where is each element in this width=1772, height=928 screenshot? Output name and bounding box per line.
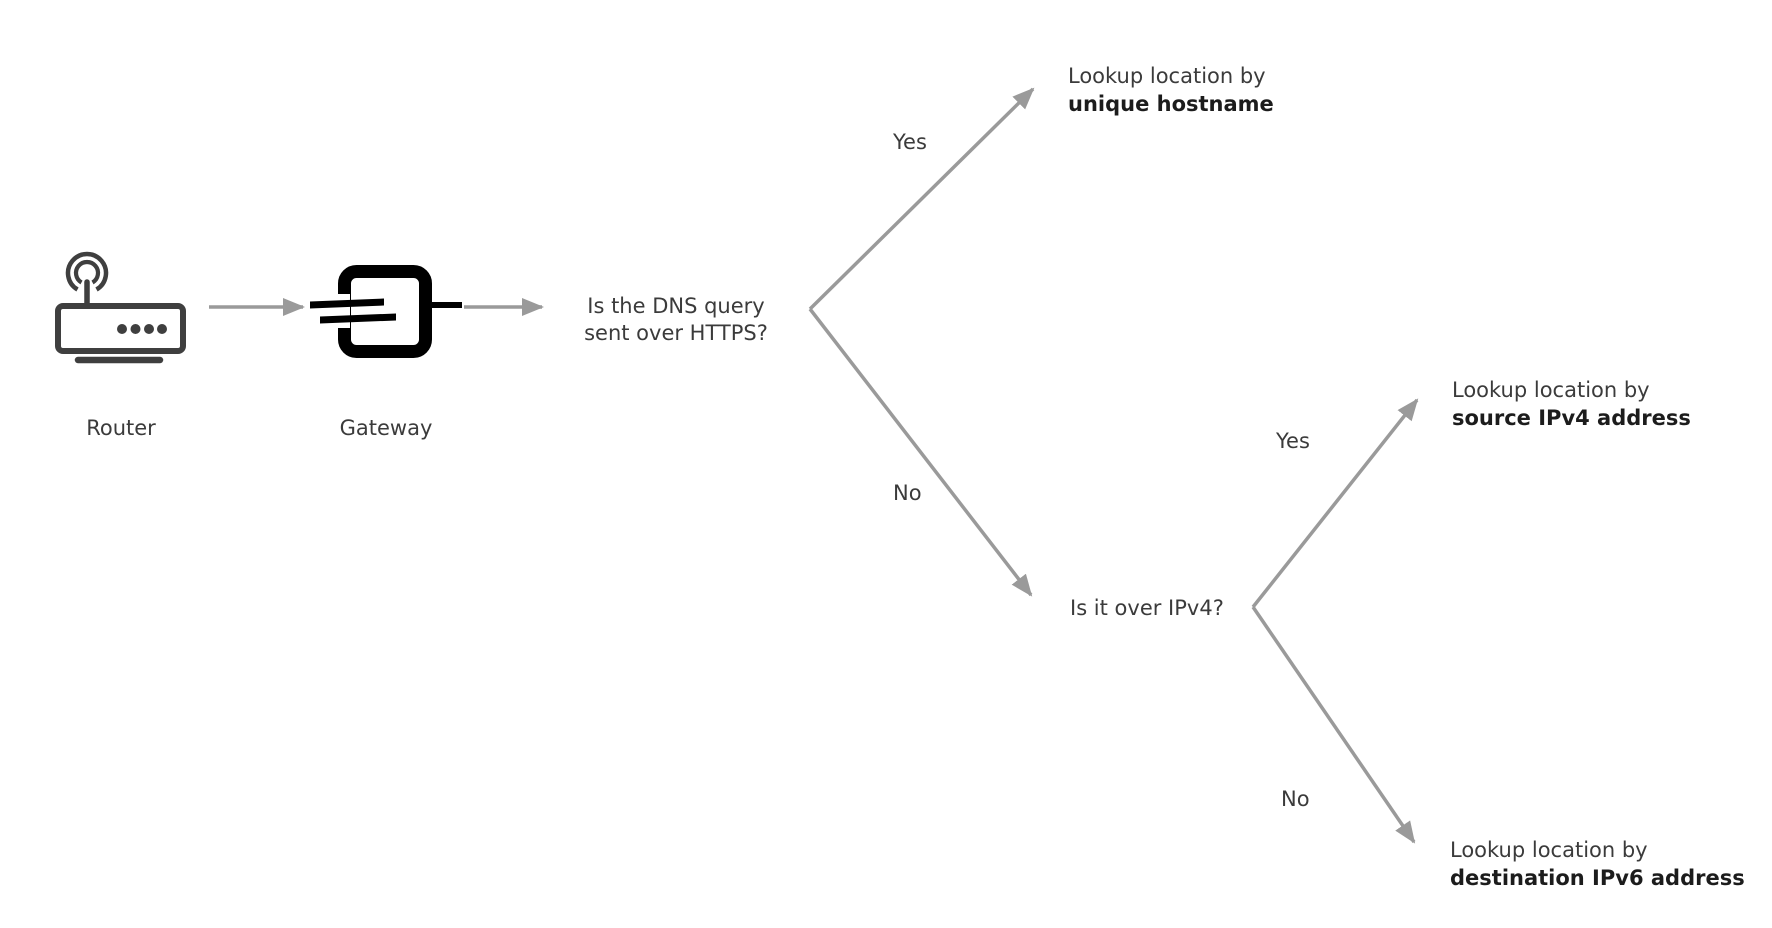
arrow-yes-to-source-ipv4 [1251,398,1419,609]
edge-label-yes-https: Yes [893,130,927,154]
outcome-unique-hostname-line1: Lookup location by [1068,64,1266,88]
outcome-source-ipv4: Lookup location by source IPv4 address [1452,376,1691,432]
gateway-frame [338,265,432,358]
router-antenna-outer-arc [65,251,109,292]
outcome-unique-hostname: Lookup location by unique hostname [1068,62,1274,118]
outcome-destination-ipv6: Lookup location by destination IPv6 addr… [1450,836,1745,892]
edge-label-no-ipv4: No [1281,787,1310,811]
gateway-speed-bar-bottom [320,313,396,324]
gateway-speed-bar-top [310,298,384,309]
question-ipv4: Is it over IPv4? [1070,596,1224,620]
router-antenna-inner-arc [73,259,101,285]
arrow-no-to-destination-ipv6 [1251,606,1416,844]
outcome-source-ipv4-line2: source IPv4 address [1452,406,1691,430]
router-icon [55,251,186,364]
outcome-source-ipv4-line1: Lookup location by [1452,378,1650,402]
gateway-output-stub [426,302,462,308]
outcome-destination-ipv6-line1: Lookup location by [1450,838,1648,862]
gateway-icon [310,265,462,358]
arrow-yes-to-hostname [808,87,1035,311]
question-dns-https: Is the DNS query sent over HTTPS? [570,293,782,347]
edge-label-no-https: No [893,481,922,505]
gateway-label: Gateway [339,416,433,440]
router-label: Router [86,416,156,440]
outcome-unique-hostname-line2: unique hostname [1068,92,1274,116]
question-dns-https-line1: Is the DNS query [587,294,765,318]
outcome-destination-ipv6-line2: destination IPv6 address [1450,866,1745,890]
edge-label-yes-ipv4: Yes [1276,429,1310,453]
arrow-no-to-ipv4-question [808,307,1033,597]
router-led-dots [117,324,167,334]
question-dns-https-line2: sent over HTTPS? [584,321,768,345]
